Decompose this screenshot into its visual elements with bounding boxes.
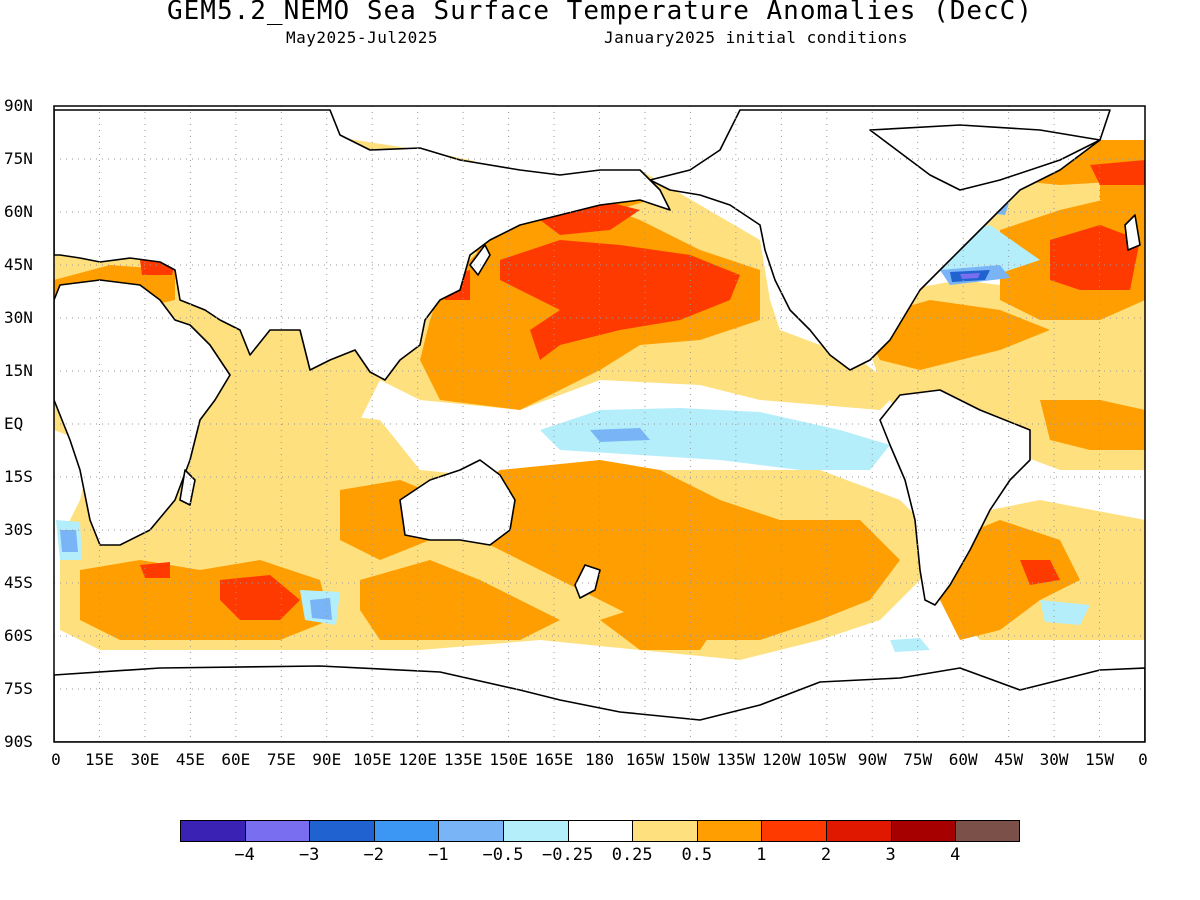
colorbar-label: −3 bbox=[298, 845, 320, 865]
colorbar-label: 1 bbox=[756, 845, 767, 865]
longitude-tick-label: 135W bbox=[716, 750, 756, 769]
latitude-tick-label: 15S bbox=[4, 467, 33, 486]
colorbar-label: 4 bbox=[950, 845, 961, 865]
latitude-tick-label: 60S bbox=[4, 626, 33, 645]
map-title: GEM5.2_NEMO Sea Surface Temperature Anom… bbox=[167, 0, 1033, 26]
longitude-tick-label: 0 bbox=[1138, 750, 1148, 769]
forecast-period: May2025-Jul2025 bbox=[286, 28, 438, 47]
initial-conditions: January2025 initial conditions bbox=[604, 28, 908, 47]
longitude-tick-label: 150E bbox=[489, 750, 528, 769]
latitude-tick-label: 75S bbox=[4, 679, 33, 698]
colorbar-swatch bbox=[180, 820, 245, 842]
colorbar-label: −0.25 bbox=[542, 845, 594, 865]
colorbar-label: 0.25 bbox=[611, 845, 653, 865]
longitude-tick-label: 75E bbox=[266, 750, 296, 769]
colorbar-swatch bbox=[826, 820, 891, 842]
longitude-tick-label: 15W bbox=[1085, 750, 1114, 769]
colorbar-label: −2 bbox=[363, 845, 385, 865]
colorbar-swatch bbox=[567, 820, 633, 842]
colorbar-swatch bbox=[696, 820, 762, 842]
continent-outlines bbox=[54, 109, 1145, 742]
anomaly-field bbox=[54, 106, 1145, 742]
longitude-tick-label: 120E bbox=[398, 750, 437, 769]
longitude-tick-label: 180 bbox=[585, 750, 614, 769]
longitude-tick-label: 165W bbox=[625, 750, 665, 769]
longitude-tick-label: 30W bbox=[1039, 750, 1069, 769]
eurasia-outline bbox=[54, 109, 671, 381]
colorbar-label: 2 bbox=[820, 845, 832, 865]
uk-outline bbox=[1124, 214, 1141, 251]
africa-outline bbox=[54, 279, 231, 546]
new-zealand-outline bbox=[574, 564, 601, 599]
colorbar-swatch bbox=[438, 820, 503, 842]
greenland-outline bbox=[869, 124, 1101, 191]
colorbar-swatch bbox=[761, 820, 826, 842]
longitude-tick-label: 45E bbox=[175, 750, 205, 769]
latitude-tick-label: 45N bbox=[4, 255, 33, 274]
colorbar-swatch bbox=[373, 820, 439, 842]
colorbar-label: −0.5 bbox=[482, 845, 524, 865]
longitude-tick-label: 105W bbox=[807, 750, 847, 769]
latitude-tick-label: 30N bbox=[4, 308, 33, 327]
longitude-tick-label: 150W bbox=[671, 750, 710, 769]
colorbar-swatch bbox=[503, 820, 568, 842]
longitude-tick-label: 15E bbox=[85, 750, 114, 769]
longitude-tick-label: 120W bbox=[762, 750, 801, 769]
longitude-tick-label: 135E bbox=[443, 750, 483, 769]
madagascar-outline bbox=[179, 469, 196, 506]
longitude-tick-label: 90W bbox=[857, 750, 887, 769]
colorbar-label: −1 bbox=[428, 845, 449, 865]
very-strong-cool-anomaly bbox=[960, 273, 980, 279]
japan-outline bbox=[469, 244, 491, 276]
australia-outline bbox=[399, 459, 516, 546]
latitude-tick-label: 75N bbox=[4, 149, 33, 168]
colorbar-label: 3 bbox=[885, 845, 896, 865]
longitude-tick-label: 75W bbox=[903, 750, 933, 769]
colorbar-label: −4 bbox=[234, 845, 255, 865]
longitude-tick-label: 60E bbox=[221, 750, 251, 769]
antarctica-outline bbox=[54, 665, 1145, 742]
longitude-tick-label: 105E bbox=[352, 750, 392, 769]
longitude-tick-label: 90E bbox=[312, 750, 342, 769]
map-gridlines bbox=[54, 106, 1145, 742]
latitude-tick-label: EQ bbox=[4, 414, 24, 433]
latitude-tick-label: 60N bbox=[4, 202, 33, 221]
longitude-tick-label: 0 bbox=[51, 750, 61, 769]
longitude-tick-label: 60W bbox=[948, 750, 978, 769]
colorbar-label: 0.5 bbox=[681, 845, 713, 865]
latitude-tick-label: 45S bbox=[4, 573, 33, 592]
latitude-tick-label: 90S bbox=[4, 732, 33, 751]
longitude-tick-label: 165E bbox=[534, 750, 574, 769]
map-frame bbox=[53, 105, 1146, 743]
latitude-tick-label: 90N bbox=[4, 96, 33, 115]
latitude-tick-label: 30S bbox=[4, 520, 33, 539]
colorbar-swatch bbox=[955, 820, 1020, 842]
colorbar-swatch bbox=[890, 820, 956, 842]
south-america-outline bbox=[879, 389, 1031, 606]
longitude-tick-label: 30E bbox=[130, 750, 160, 769]
colorbar-swatch bbox=[309, 820, 374, 842]
colorbar-swatch bbox=[632, 820, 697, 842]
longitude-tick-label: 45W bbox=[994, 750, 1024, 769]
latitude-tick-label: 15N bbox=[4, 361, 33, 380]
colorbar-swatch bbox=[244, 820, 310, 842]
